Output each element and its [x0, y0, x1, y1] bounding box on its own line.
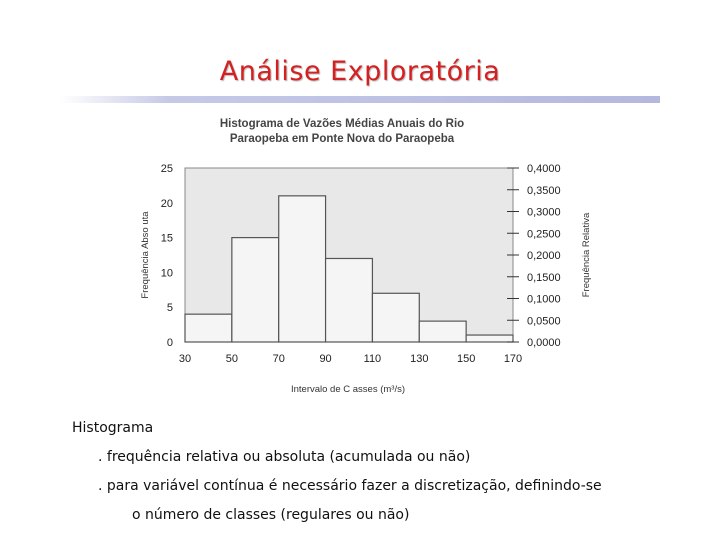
text-heading: Histograma	[72, 420, 154, 436]
y2-tick-label: 0,1500	[527, 272, 561, 284]
histogram-bar	[231, 237, 280, 343]
histogram-chart: Histograma de Vazões Médias Anuais do Ri…	[140, 118, 592, 395]
y-tick-label: 15	[161, 233, 173, 245]
x-axis-label: Intervalo de C asses (m³/s)	[291, 384, 405, 395]
x-tick-label: 30	[179, 353, 191, 365]
y2-tick-label: 0,0000	[527, 337, 561, 349]
slide-title: Análise Exploratória	[219, 56, 501, 87]
y2-tick-label: 0,0500	[527, 315, 561, 327]
x-tick-label: 90	[319, 353, 331, 365]
x-tick-label: 70	[273, 353, 285, 365]
chart-subtitle: Paraopeba em Ponte Nova do Paraopeba	[230, 133, 455, 145]
histogram-bar	[184, 313, 233, 343]
chart-title: Histograma de Vazões Médias Anuais do Ri…	[220, 118, 464, 130]
y2-axis-label: Frequência Relativa	[581, 212, 592, 297]
x-tick-label: 110	[364, 353, 382, 365]
title-underline	[60, 96, 660, 103]
x-tick-label: 170	[504, 353, 522, 365]
histogram-bar	[324, 257, 374, 343]
histogram-bar	[278, 195, 327, 343]
y2-tick-label: 0,3000	[527, 207, 561, 219]
y-tick-label: 20	[161, 198, 173, 210]
y2-tick-label: 0,2000	[527, 250, 561, 262]
y-tick-label: 0	[167, 337, 173, 349]
y-tick-label: 25	[161, 163, 173, 175]
histogram-bar	[371, 292, 420, 343]
text-bullet-2: . para variável contínua é necessário fa…	[98, 478, 602, 494]
y2-tick-label: 0,1000	[527, 294, 561, 306]
y2-tick-label: 0,3500	[527, 185, 561, 197]
y2-tick-label: 0,4000	[527, 163, 561, 175]
y-tick-label: 10	[161, 267, 173, 279]
text-bullet-1: . frequência relativa ou absoluta (acumu…	[98, 449, 471, 465]
y-tick-label: 5	[167, 302, 173, 314]
y2-tick-label: 0,2500	[527, 228, 561, 240]
histogram-bar	[465, 334, 514, 343]
x-tick-label: 50	[226, 353, 238, 365]
x-tick-label: 150	[457, 353, 475, 365]
y-axis-label: Frequência Abso uta	[140, 211, 151, 299]
x-tick-label: 130	[410, 353, 428, 365]
text-bullet-2-continuation: o número de classes (regulares ou não)	[132, 507, 410, 523]
histogram-bar	[418, 320, 467, 343]
